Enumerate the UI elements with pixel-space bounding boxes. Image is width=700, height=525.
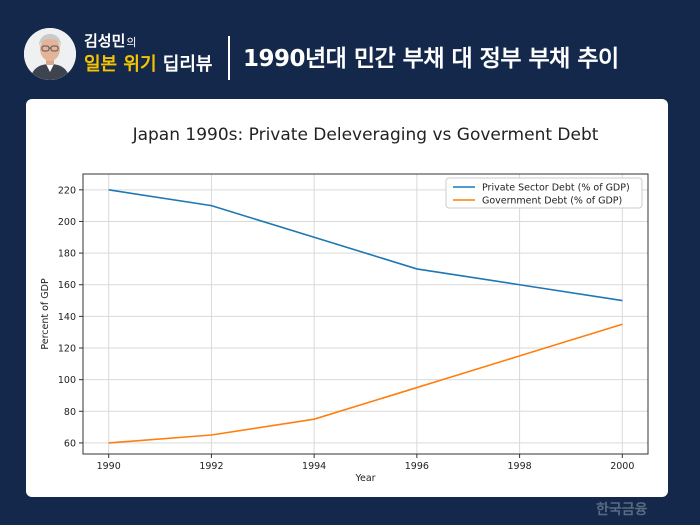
show-subtitle-highlight: 일본 위기 bbox=[84, 54, 157, 75]
x-axis-label: Year bbox=[354, 473, 375, 484]
legend-label-2: Government Debt (% of GDP) bbox=[482, 196, 622, 207]
x-tick-label: 1996 bbox=[405, 461, 429, 472]
line-chart: Japan 1990s: Private Deleveraging vs Gov… bbox=[40, 125, 649, 484]
y-tick-label: 120 bbox=[58, 344, 76, 355]
brand-logo: 한국금융 bbox=[596, 502, 648, 518]
y-tick-label: 100 bbox=[58, 375, 76, 386]
legend-label-1: Private Sector Debt (% of GDP) bbox=[482, 183, 630, 194]
show-name: 김성민 의 bbox=[84, 32, 212, 52]
y-tick-label: 220 bbox=[58, 185, 76, 196]
host-name: 김성민 bbox=[84, 32, 126, 50]
chart-title: Japan 1990s: Private Deleveraging vs Gov… bbox=[132, 125, 599, 145]
series-line-1 bbox=[108, 189, 623, 302]
x-tick-label: 1994 bbox=[302, 461, 326, 472]
show-subtitle: 일본 위기 딥리뷰 bbox=[84, 53, 212, 77]
x-tick-label: 2000 bbox=[610, 461, 634, 472]
y-tick-label: 140 bbox=[58, 312, 76, 323]
plot-frame bbox=[82, 173, 649, 455]
y-tick-label: 80 bbox=[64, 407, 76, 418]
y-tick-label: 180 bbox=[58, 249, 76, 260]
avatar bbox=[24, 28, 76, 80]
person-portrait-icon bbox=[24, 28, 76, 80]
show-title: 김성민 의 일본 위기 딥리뷰 bbox=[84, 32, 212, 77]
episode-title: 1990년대 민간 부채 대 정부 부채 추이 bbox=[243, 46, 619, 72]
x-tick-label: 1998 bbox=[507, 461, 531, 472]
y-tick-label: 60 bbox=[64, 438, 76, 449]
legend-box bbox=[445, 177, 643, 209]
chart-card: Japan 1990s: Private Deleveraging vs Gov… bbox=[26, 99, 668, 497]
series-line-2 bbox=[108, 323, 623, 444]
x-tick-label: 1992 bbox=[199, 461, 223, 472]
y-tick-label: 200 bbox=[58, 217, 76, 228]
host-name-suffix: 의 bbox=[126, 36, 137, 49]
show-subtitle-rest: 딥리뷰 bbox=[162, 54, 213, 75]
x-tick-label: 1990 bbox=[97, 461, 121, 472]
header: 김성민 의 일본 위기 딥리뷰 1990년대 민간 부채 대 정부 부채 추이 bbox=[0, 0, 700, 95]
y-tick-label: 160 bbox=[58, 280, 76, 291]
header-divider bbox=[228, 36, 230, 80]
y-axis-label: Percent of GDP bbox=[40, 278, 51, 350]
